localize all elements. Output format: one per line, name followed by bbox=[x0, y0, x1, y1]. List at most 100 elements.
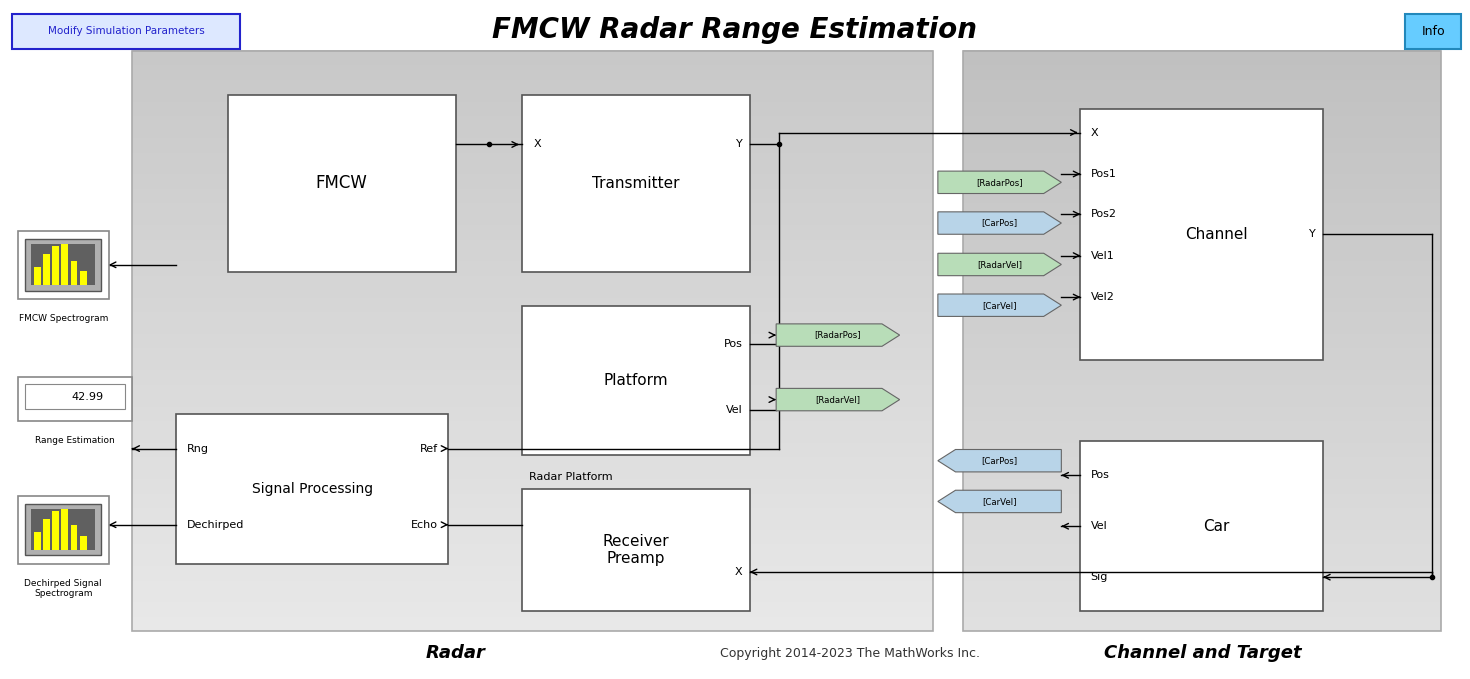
Bar bbox=[963, 341, 1441, 348]
Bar bbox=[963, 428, 1441, 435]
Text: Platform: Platform bbox=[604, 373, 667, 388]
Text: Channel and Target: Channel and Target bbox=[1104, 644, 1301, 662]
Bar bbox=[522, 306, 750, 455]
Polygon shape bbox=[938, 212, 1061, 234]
Bar bbox=[71, 261, 78, 285]
Text: Y: Y bbox=[1308, 230, 1316, 239]
Bar bbox=[963, 79, 1441, 87]
Bar bbox=[963, 420, 1441, 428]
Bar bbox=[963, 159, 1441, 167]
Bar bbox=[132, 341, 933, 348]
Bar bbox=[132, 522, 933, 530]
Bar bbox=[963, 333, 1441, 341]
Bar bbox=[963, 202, 1441, 210]
Bar bbox=[132, 479, 933, 486]
Bar bbox=[79, 271, 87, 285]
Bar bbox=[963, 51, 1441, 631]
Text: [CarVel]: [CarVel] bbox=[982, 301, 1017, 310]
Bar bbox=[132, 312, 933, 319]
Text: Echo: Echo bbox=[412, 519, 438, 530]
Bar bbox=[132, 297, 933, 305]
Bar bbox=[522, 95, 750, 272]
Bar bbox=[132, 239, 933, 247]
Bar bbox=[963, 86, 1441, 94]
Bar bbox=[963, 282, 1441, 291]
Bar bbox=[963, 145, 1441, 153]
Bar bbox=[132, 217, 933, 225]
Bar bbox=[132, 573, 933, 581]
Text: Info: Info bbox=[1421, 24, 1445, 38]
Bar bbox=[963, 355, 1441, 363]
Bar bbox=[963, 253, 1441, 261]
Text: Vel: Vel bbox=[726, 405, 742, 415]
Text: 42.99: 42.99 bbox=[72, 392, 103, 402]
Bar bbox=[963, 261, 1441, 269]
Bar bbox=[132, 369, 933, 378]
Bar bbox=[12, 14, 240, 49]
Bar bbox=[132, 268, 933, 276]
Bar bbox=[963, 115, 1441, 124]
Text: [RadarVel]: [RadarVel] bbox=[816, 395, 860, 404]
Bar bbox=[963, 485, 1441, 494]
Bar bbox=[963, 130, 1441, 138]
Bar bbox=[132, 94, 933, 102]
Bar bbox=[963, 522, 1441, 530]
Bar bbox=[18, 231, 109, 299]
Text: [RadarPos]: [RadarPos] bbox=[814, 331, 861, 340]
Text: FMCW Spectrogram: FMCW Spectrogram bbox=[19, 314, 107, 323]
Bar bbox=[963, 493, 1441, 501]
Bar bbox=[132, 399, 933, 407]
Bar bbox=[132, 166, 933, 175]
Bar bbox=[132, 145, 933, 153]
Bar bbox=[132, 224, 933, 232]
Text: [RadarVel]: [RadarVel] bbox=[978, 260, 1022, 269]
Bar bbox=[132, 428, 933, 435]
Text: Pos2: Pos2 bbox=[1091, 209, 1117, 219]
Bar bbox=[132, 609, 933, 617]
Bar bbox=[132, 617, 933, 624]
Text: Copyright 2014-2023 The MathWorks Inc.: Copyright 2014-2023 The MathWorks Inc. bbox=[720, 646, 980, 660]
Bar bbox=[132, 188, 933, 196]
Bar bbox=[132, 79, 933, 87]
Text: Receiver
Preamp: Receiver Preamp bbox=[603, 534, 669, 566]
Bar bbox=[963, 166, 1441, 175]
Bar bbox=[53, 246, 59, 285]
Bar bbox=[963, 326, 1441, 334]
Bar bbox=[43, 255, 50, 285]
Bar bbox=[34, 267, 41, 285]
Bar bbox=[132, 623, 933, 631]
Bar bbox=[132, 109, 933, 116]
Bar bbox=[132, 544, 933, 551]
Bar bbox=[62, 244, 68, 285]
Bar bbox=[132, 333, 933, 341]
Text: [CarPos]: [CarPos] bbox=[982, 456, 1017, 465]
Bar bbox=[963, 137, 1441, 145]
Bar bbox=[963, 109, 1441, 116]
Bar bbox=[963, 623, 1441, 631]
Bar bbox=[963, 239, 1441, 247]
Bar bbox=[132, 536, 933, 545]
Bar bbox=[132, 355, 933, 363]
Bar bbox=[132, 210, 933, 218]
Bar bbox=[963, 515, 1441, 523]
Bar bbox=[132, 253, 933, 261]
Bar bbox=[132, 587, 933, 595]
Bar bbox=[963, 152, 1441, 160]
Bar bbox=[522, 489, 750, 611]
Bar bbox=[132, 115, 933, 124]
Bar bbox=[963, 58, 1441, 65]
Bar bbox=[71, 526, 78, 550]
Bar bbox=[963, 566, 1441, 573]
Bar bbox=[963, 312, 1441, 319]
Bar bbox=[62, 509, 68, 550]
Bar bbox=[132, 326, 933, 334]
Polygon shape bbox=[938, 449, 1061, 472]
Bar bbox=[132, 86, 933, 94]
Bar bbox=[132, 202, 933, 210]
Bar bbox=[132, 72, 933, 80]
Bar bbox=[132, 304, 933, 312]
Bar bbox=[963, 275, 1441, 283]
Bar bbox=[963, 602, 1441, 610]
Bar bbox=[132, 123, 933, 131]
Bar bbox=[963, 174, 1441, 181]
